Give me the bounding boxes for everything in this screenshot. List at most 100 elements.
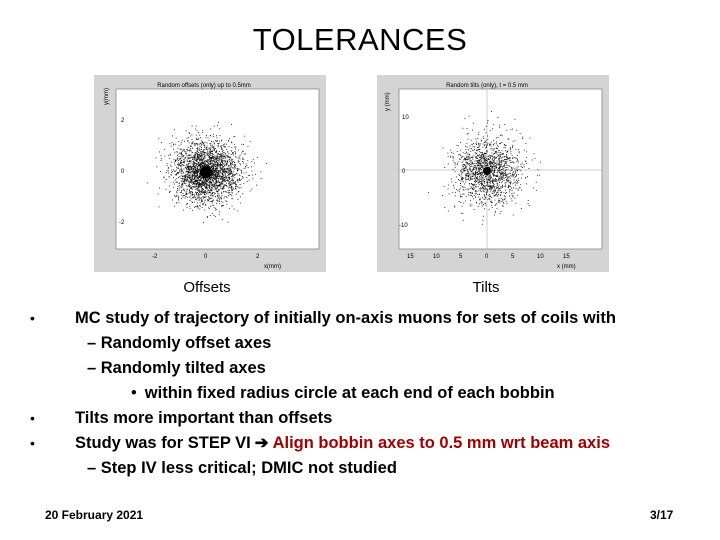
scatter-point bbox=[181, 184, 183, 186]
scatter-point bbox=[494, 155, 496, 157]
scatter-point bbox=[490, 141, 492, 143]
scatter-point bbox=[504, 196, 506, 197]
scatter-point bbox=[196, 178, 198, 180]
scatter-point bbox=[237, 198, 239, 200]
scatter-point bbox=[210, 182, 212, 183]
scatter-point bbox=[495, 164, 497, 166]
scatter-point bbox=[214, 165, 216, 167]
scatter-point bbox=[198, 150, 200, 151]
scatter-point bbox=[479, 157, 481, 158]
scatter-point bbox=[256, 184, 257, 186]
scatter-point bbox=[210, 177, 211, 179]
scatter-core bbox=[200, 166, 212, 178]
scatter-point bbox=[188, 172, 190, 173]
scatter-point bbox=[209, 151, 211, 153]
scatter-point bbox=[231, 172, 233, 174]
scatter-point bbox=[249, 140, 251, 142]
scatter-point bbox=[483, 157, 485, 159]
scatter-point bbox=[511, 167, 513, 169]
scatter-point bbox=[483, 159, 485, 161]
scatter-point bbox=[188, 150, 190, 151]
scatter-point bbox=[228, 156, 229, 158]
scatter-point bbox=[226, 177, 228, 178]
scatter-point bbox=[507, 176, 509, 178]
scatter-point bbox=[482, 196, 483, 198]
scatter-point bbox=[478, 166, 480, 168]
scatter-point bbox=[211, 144, 213, 146]
scatter-point bbox=[468, 192, 470, 193]
scatter-point bbox=[504, 164, 505, 166]
scatter-point bbox=[193, 186, 195, 188]
scatter-point bbox=[212, 180, 214, 181]
scatter-point bbox=[220, 188, 222, 189]
scatter-point bbox=[229, 177, 231, 179]
scatter-point bbox=[480, 165, 482, 167]
scatter-point bbox=[187, 175, 188, 177]
scatter-point bbox=[191, 182, 193, 183]
scatter-point bbox=[206, 145, 208, 147]
scatter-point bbox=[229, 193, 231, 195]
scatter-point bbox=[512, 141, 514, 143]
scatter-point bbox=[493, 179, 495, 181]
scatter-point bbox=[515, 148, 517, 150]
scatter-point bbox=[512, 145, 514, 147]
scatter-point bbox=[199, 177, 200, 178]
scatter-point bbox=[490, 187, 492, 188]
scatter-point bbox=[214, 169, 215, 171]
scatter-point bbox=[210, 160, 212, 162]
scatter-point bbox=[201, 155, 203, 157]
scatter-point bbox=[218, 121, 219, 123]
scatter-point bbox=[481, 180, 483, 182]
scatter-point bbox=[209, 149, 211, 150]
scatter-point bbox=[198, 196, 200, 198]
scatter-point bbox=[221, 167, 223, 169]
scatter-point bbox=[230, 157, 232, 159]
scatter-point bbox=[469, 183, 471, 184]
scatter-point bbox=[481, 162, 483, 164]
scatter-point bbox=[172, 199, 173, 201]
scatter-point bbox=[184, 175, 186, 177]
scatter-point bbox=[498, 170, 499, 172]
scatter-point bbox=[193, 159, 195, 161]
scatter-point bbox=[201, 207, 203, 208]
scatter-point bbox=[217, 178, 219, 179]
scatter-point bbox=[505, 169, 507, 171]
scatter-point bbox=[189, 190, 191, 192]
scatter-point bbox=[464, 158, 466, 160]
scatter-point bbox=[185, 157, 186, 159]
tilts-xtick-4: 5 bbox=[511, 254, 515, 260]
scatter-point bbox=[474, 152, 476, 153]
scatter-point bbox=[476, 155, 478, 157]
scatter-point bbox=[488, 184, 490, 186]
scatter-point bbox=[183, 164, 185, 166]
scatter-point bbox=[479, 189, 481, 191]
scatter-point bbox=[484, 180, 485, 182]
scatter-point bbox=[208, 186, 210, 187]
scatter-point bbox=[247, 160, 249, 162]
scatter-point bbox=[247, 174, 249, 176]
scatter-point bbox=[215, 188, 216, 189]
scatter-point bbox=[520, 208, 522, 209]
scatter-point bbox=[231, 163, 233, 165]
scatter-point bbox=[481, 154, 483, 156]
scatter-point bbox=[221, 159, 222, 161]
scatter-point bbox=[485, 174, 487, 176]
scatter-point bbox=[220, 167, 222, 169]
scatter-point bbox=[234, 174, 235, 176]
scatter-point bbox=[221, 157, 222, 159]
scatter-point bbox=[211, 174, 213, 176]
scatter-point bbox=[198, 181, 200, 183]
scatter-point bbox=[504, 162, 506, 164]
scatter-point bbox=[461, 162, 463, 163]
footer-date: 20 February 2021 bbox=[45, 508, 144, 522]
scatter-point bbox=[500, 172, 501, 174]
scatter-point bbox=[225, 184, 226, 186]
scatter-point bbox=[506, 179, 507, 181]
scatter-point bbox=[201, 147, 202, 148]
scatter-point bbox=[202, 181, 204, 183]
scatter-point bbox=[517, 165, 519, 167]
scatter-point bbox=[202, 181, 204, 182]
scatter-point bbox=[498, 155, 499, 157]
scatter-point bbox=[463, 164, 465, 165]
scatter-point bbox=[495, 178, 496, 179]
